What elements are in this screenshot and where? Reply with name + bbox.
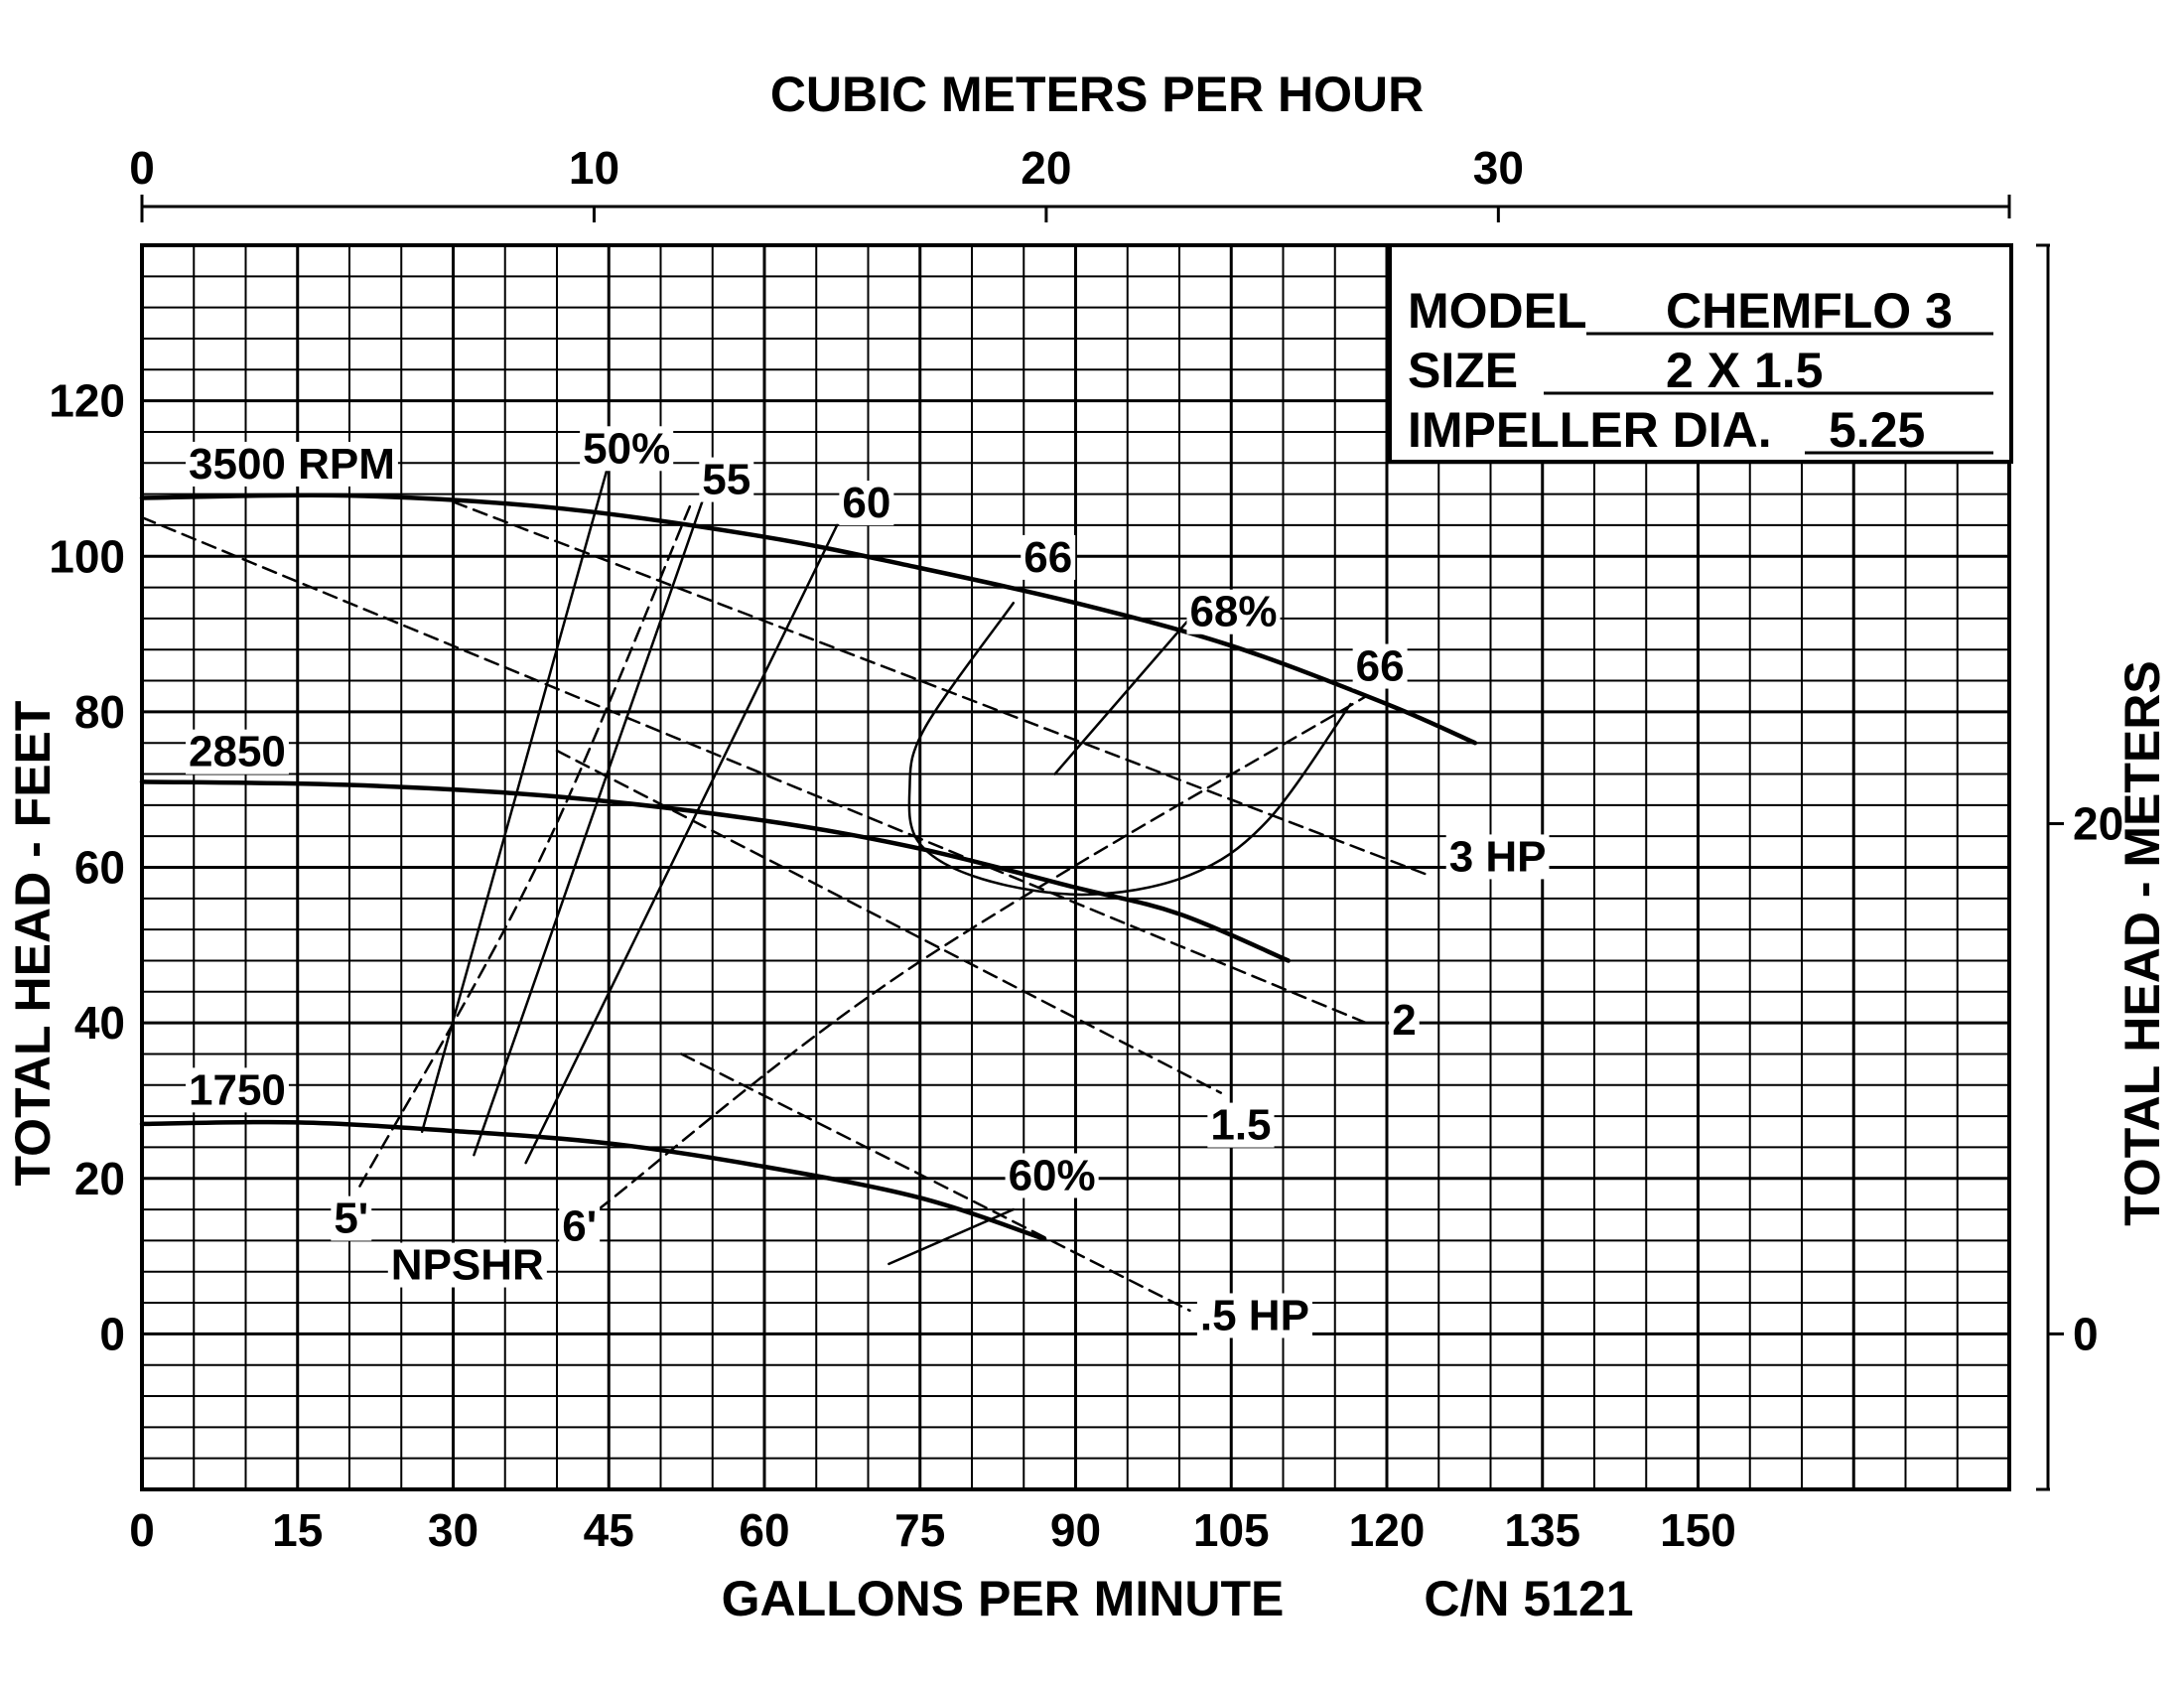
curve-label: NPSHR — [391, 1241, 544, 1290]
curve-label: 68% — [1189, 588, 1277, 636]
x-tick-label: 120 — [1349, 1504, 1426, 1556]
y-tick-label: 80 — [74, 686, 125, 738]
curve-label: 6' — [562, 1201, 597, 1250]
curve-label-background — [387, 1242, 547, 1288]
curve-label: 66 — [1356, 642, 1405, 691]
y-tick-label: 100 — [49, 530, 125, 582]
power-curve-1-5 — [555, 749, 1223, 1094]
curve-label-background — [1445, 834, 1550, 880]
power-curve-3-hp — [452, 500, 1431, 877]
x-tick-label: 150 — [1660, 1504, 1736, 1556]
curve-label-background — [186, 729, 289, 774]
curves — [139, 462, 1478, 1313]
x-tick-label: 105 — [1193, 1504, 1270, 1556]
impeller-label: IMPELLER DIA. — [1408, 402, 1772, 458]
curve-label-background — [1196, 1293, 1312, 1338]
size-label: SIZE — [1408, 343, 1518, 398]
head-curve-3500-rpm — [139, 492, 1478, 746]
bottom-axis-title: GALLONS PER MINUTE — [722, 1571, 1285, 1626]
curve-label: 1.5 — [1210, 1101, 1271, 1150]
x-tick-label: 45 — [584, 1504, 634, 1556]
curve-label-background — [1005, 1153, 1099, 1198]
x2-tick-label: 0 — [129, 142, 155, 194]
efficiency-curve-60 — [524, 523, 839, 1165]
x2-tick-label: 30 — [1473, 142, 1524, 194]
model-label: MODEL — [1408, 283, 1587, 339]
y-tick-label: 40 — [74, 997, 125, 1049]
curve-label-background — [186, 1067, 289, 1113]
x-tick-label: 135 — [1504, 1504, 1580, 1556]
x-tick-label: 75 — [894, 1504, 945, 1556]
efficiency-curve-50 — [420, 462, 611, 1134]
head-curve-2850 — [139, 779, 1291, 963]
x-tick-label: 90 — [1050, 1504, 1101, 1556]
curve-label-background — [186, 441, 398, 487]
efficiency-curve-60 — [887, 1207, 1016, 1266]
curve-label-background — [1207, 1102, 1275, 1148]
curve-label-background — [1389, 997, 1420, 1043]
curve-label: 2850 — [189, 728, 286, 776]
x-tick-label: 60 — [739, 1504, 789, 1556]
curve-label: 66 — [1024, 533, 1072, 582]
left-axis-title: TOTAL HEAD - FEET — [5, 701, 61, 1187]
power-curve-2 — [140, 515, 1368, 1025]
curve-label-background — [331, 1196, 372, 1241]
efficiency-curve-68 — [1053, 617, 1191, 775]
curve-label: 1750 — [189, 1065, 286, 1114]
curve-label-background — [839, 481, 894, 526]
efficiency-curve-55 — [473, 500, 704, 1157]
x2-tick-label: 10 — [569, 142, 619, 194]
npshr-curve-5 — [358, 500, 694, 1188]
y-tick-label: 0 — [99, 1308, 125, 1359]
top-axis-title: CUBIC METERS PER HOUR — [770, 67, 1424, 122]
x2-tick-label: 20 — [1021, 142, 1071, 194]
curve-label-background — [1186, 589, 1281, 634]
plot-frame — [140, 243, 2011, 1491]
curve-label: 3500 RPM — [189, 440, 395, 489]
right-axis-title: TOTAL HEAD - METERS — [2115, 660, 2170, 1225]
curve-label: 55 — [702, 456, 751, 504]
y2-tick-label: 0 — [2073, 1308, 2099, 1359]
curve-label-background — [1352, 643, 1408, 689]
curve-label: 60 — [842, 479, 890, 527]
curve-label: 2 — [1392, 996, 1416, 1045]
x-tick-label: 0 — [129, 1504, 155, 1556]
cn-number: C/N 5121 — [1424, 1571, 1633, 1626]
npshr-curve-6 — [597, 694, 1368, 1211]
x-tick-label: 30 — [428, 1504, 478, 1556]
curve-label: 60% — [1009, 1151, 1096, 1199]
head-curve-1750 — [139, 1119, 1047, 1242]
curve-label: 3 HP — [1449, 832, 1547, 881]
efficiency-curve-66 — [907, 601, 1352, 897]
curve-label-background — [559, 1203, 601, 1249]
model-value: CHEMFLO 3 — [1666, 283, 1953, 339]
y2-tick-label: 20 — [2073, 798, 2123, 850]
curve-label: 50% — [583, 424, 670, 473]
curve-label-background — [699, 457, 754, 502]
curve-labels: 3500 RPM 2850 1750 50% 55 60 66 68% 66 3 HP 2 1.5 60… — [186, 424, 1550, 1339]
y-tick-label: 60 — [74, 842, 125, 894]
curve-label-background — [580, 426, 674, 472]
curve-label: 5' — [334, 1195, 368, 1243]
impeller-value: 5.25 — [1829, 402, 1925, 458]
x-tick-label: 15 — [272, 1504, 323, 1556]
axes: 0 15 30 45 60 75 90 105 120 135 150020406080100120… — [49, 142, 2123, 1556]
info-box-frame — [1388, 243, 2013, 464]
power-curve-5-hp — [680, 1053, 1191, 1313]
info-box: MODEL CHEMFLO 3 SIZE 2 X 1.5 IMPELLER DI… — [1388, 243, 2013, 464]
y-tick-label: 20 — [74, 1153, 125, 1204]
y-tick-label: 120 — [49, 375, 125, 427]
size-value: 2 X 1.5 — [1666, 343, 1823, 398]
curve-label: .5 HP — [1200, 1291, 1309, 1339]
curve-label-background — [1021, 534, 1076, 580]
